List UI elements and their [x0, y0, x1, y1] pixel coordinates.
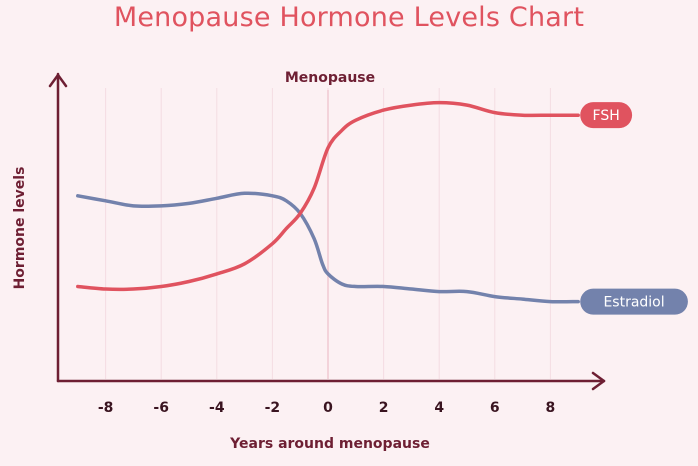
- fsh-series-line: [76, 100, 580, 292]
- fsh-label-pill: [580, 102, 633, 129]
- x-axis-arrow: [591, 371, 606, 391]
- x-tick-label: -4: [209, 400, 225, 416]
- menopause-marker-label: Menopause: [285, 70, 375, 86]
- x-tick-label: -2: [265, 400, 281, 416]
- x-tick-label: 0: [323, 400, 333, 416]
- x-tick-label: -6: [153, 400, 169, 416]
- estradiol-series-label: Estradiol: [603, 295, 664, 311]
- chart-title: Menopause Hormone Levels Chart: [113, 2, 585, 33]
- x-tick-label: 4: [434, 400, 444, 416]
- estradiol-label-pill: [580, 288, 688, 315]
- x-tick-label: 8: [546, 400, 556, 416]
- x-tick-label: 6: [490, 400, 500, 416]
- x-axis-label: Years around menopause: [229, 436, 430, 452]
- fsh-series-label: FSH: [593, 108, 620, 124]
- y-axis-label: Hormone levels: [12, 167, 28, 290]
- x-tick-label: 2: [379, 400, 389, 416]
- y-axis-arrow: [48, 73, 68, 88]
- estradiol-series-line: [76, 191, 580, 304]
- x-tick-label: -8: [98, 400, 114, 416]
